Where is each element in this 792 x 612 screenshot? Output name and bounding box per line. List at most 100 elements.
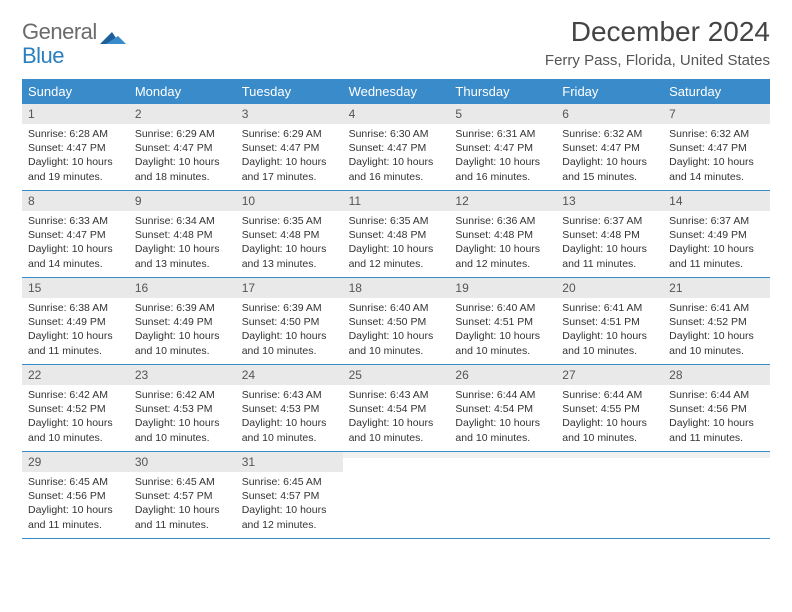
calendar-day-cell: 24Sunrise: 6:43 AMSunset: 4:53 PMDayligh… [236,365,343,451]
daylight-text-2: and 10 minutes. [135,344,230,358]
sunset-text: Sunset: 4:49 PM [135,315,230,329]
sunrise-text: Sunrise: 6:35 AM [349,214,444,228]
sunset-text: Sunset: 4:47 PM [135,141,230,155]
calendar-day-cell: 10Sunrise: 6:35 AMSunset: 4:48 PMDayligh… [236,191,343,277]
sunrise-text: Sunrise: 6:32 AM [562,127,657,141]
sunrise-text: Sunrise: 6:33 AM [28,214,123,228]
calendar-day-cell: 28Sunrise: 6:44 AMSunset: 4:56 PMDayligh… [663,365,770,451]
sunset-text: Sunset: 4:48 PM [349,228,444,242]
sunset-text: Sunset: 4:52 PM [669,315,764,329]
day-number: 1 [22,104,129,124]
daylight-text-2: and 11 minutes. [28,344,123,358]
sunset-text: Sunset: 4:47 PM [242,141,337,155]
calendar-day-cell: 27Sunrise: 6:44 AMSunset: 4:55 PMDayligh… [556,365,663,451]
daylight-text-2: and 14 minutes. [28,257,123,271]
sunset-text: Sunset: 4:48 PM [242,228,337,242]
calendar-week-row: 29Sunrise: 6:45 AMSunset: 4:56 PMDayligh… [22,452,770,539]
daylight-text-1: Daylight: 10 hours [28,329,123,343]
daylight-text-2: and 16 minutes. [455,170,550,184]
sunrise-text: Sunrise: 6:28 AM [28,127,123,141]
daylight-text-1: Daylight: 10 hours [242,155,337,169]
sunset-text: Sunset: 4:47 PM [562,141,657,155]
calendar-day-cell: 16Sunrise: 6:39 AMSunset: 4:49 PMDayligh… [129,278,236,364]
daylight-text-1: Daylight: 10 hours [28,416,123,430]
calendar-day-cell: 26Sunrise: 6:44 AMSunset: 4:54 PMDayligh… [449,365,556,451]
daylight-text-2: and 11 minutes. [669,431,764,445]
calendar-day-cell: 9Sunrise: 6:34 AMSunset: 4:48 PMDaylight… [129,191,236,277]
daylight-text-1: Daylight: 10 hours [455,329,550,343]
calendar-week-row: 15Sunrise: 6:38 AMSunset: 4:49 PMDayligh… [22,278,770,365]
day-header-cell: Monday [129,79,236,104]
day-number: 4 [343,104,450,124]
calendar-header-row: SundayMondayTuesdayWednesdayThursdayFrid… [22,79,770,104]
calendar-day-cell: 7Sunrise: 6:32 AMSunset: 4:47 PMDaylight… [663,104,770,190]
header: General Blue December 2024 Ferry Pass, F… [22,16,770,69]
daylight-text-2: and 13 minutes. [242,257,337,271]
calendar-day-cell: 20Sunrise: 6:41 AMSunset: 4:51 PMDayligh… [556,278,663,364]
sunrise-text: Sunrise: 6:39 AM [242,301,337,315]
sunset-text: Sunset: 4:56 PM [669,402,764,416]
daylight-text-1: Daylight: 10 hours [455,242,550,256]
calendar-day-cell: 3Sunrise: 6:29 AMSunset: 4:47 PMDaylight… [236,104,343,190]
daylight-text-2: and 10 minutes. [135,431,230,445]
day-details: Sunrise: 6:35 AMSunset: 4:48 PMDaylight:… [236,211,343,277]
sunrise-text: Sunrise: 6:35 AM [242,214,337,228]
day-details: Sunrise: 6:40 AMSunset: 4:50 PMDaylight:… [343,298,450,364]
day-details [556,458,663,467]
day-number: 28 [663,365,770,385]
day-details [449,458,556,467]
brand-line1: General [22,19,97,44]
day-details: Sunrise: 6:44 AMSunset: 4:55 PMDaylight:… [556,385,663,451]
day-details: Sunrise: 6:43 AMSunset: 4:54 PMDaylight:… [343,385,450,451]
daylight-text-1: Daylight: 10 hours [135,155,230,169]
calendar-day-cell: 6Sunrise: 6:32 AMSunset: 4:47 PMDaylight… [556,104,663,190]
sunset-text: Sunset: 4:54 PM [349,402,444,416]
daylight-text-1: Daylight: 10 hours [669,329,764,343]
daylight-text-1: Daylight: 10 hours [349,329,444,343]
sunrise-text: Sunrise: 6:40 AM [349,301,444,315]
daylight-text-2: and 13 minutes. [135,257,230,271]
sunrise-text: Sunrise: 6:44 AM [455,388,550,402]
daylight-text-1: Daylight: 10 hours [562,155,657,169]
day-header-cell: Sunday [22,79,129,104]
daylight-text-2: and 10 minutes. [242,344,337,358]
day-header-cell: Friday [556,79,663,104]
sunrise-text: Sunrise: 6:30 AM [349,127,444,141]
sunset-text: Sunset: 4:47 PM [28,141,123,155]
calendar-day-cell: 25Sunrise: 6:43 AMSunset: 4:54 PMDayligh… [343,365,450,451]
daylight-text-1: Daylight: 10 hours [349,416,444,430]
day-details: Sunrise: 6:42 AMSunset: 4:52 PMDaylight:… [22,385,129,451]
day-details: Sunrise: 6:37 AMSunset: 4:49 PMDaylight:… [663,211,770,277]
day-details: Sunrise: 6:33 AMSunset: 4:47 PMDaylight:… [22,211,129,277]
sunset-text: Sunset: 4:47 PM [349,141,444,155]
day-details [343,458,450,467]
daylight-text-2: and 15 minutes. [562,170,657,184]
day-header-cell: Tuesday [236,79,343,104]
daylight-text-1: Daylight: 10 hours [28,503,123,517]
calendar-day-cell: 18Sunrise: 6:40 AMSunset: 4:50 PMDayligh… [343,278,450,364]
sunset-text: Sunset: 4:57 PM [135,489,230,503]
day-number: 17 [236,278,343,298]
sunrise-text: Sunrise: 6:36 AM [455,214,550,228]
day-details: Sunrise: 6:45 AMSunset: 4:57 PMDaylight:… [236,472,343,538]
daylight-text-1: Daylight: 10 hours [562,416,657,430]
calendar-day-cell [343,452,450,538]
daylight-text-2: and 11 minutes. [135,518,230,532]
day-number: 20 [556,278,663,298]
sunrise-text: Sunrise: 6:39 AM [135,301,230,315]
sunset-text: Sunset: 4:49 PM [28,315,123,329]
sunset-text: Sunset: 4:47 PM [455,141,550,155]
daylight-text-1: Daylight: 10 hours [455,155,550,169]
sunset-text: Sunset: 4:51 PM [455,315,550,329]
daylight-text-1: Daylight: 10 hours [669,416,764,430]
calendar-day-cell: 11Sunrise: 6:35 AMSunset: 4:48 PMDayligh… [343,191,450,277]
daylight-text-2: and 19 minutes. [28,170,123,184]
day-number: 10 [236,191,343,211]
brand-line2: Blue [22,43,64,68]
daylight-text-1: Daylight: 10 hours [242,503,337,517]
day-details: Sunrise: 6:30 AMSunset: 4:47 PMDaylight:… [343,124,450,190]
daylight-text-2: and 11 minutes. [28,518,123,532]
brand-logo: General Blue [22,20,126,68]
day-number: 12 [449,191,556,211]
day-number: 31 [236,452,343,472]
